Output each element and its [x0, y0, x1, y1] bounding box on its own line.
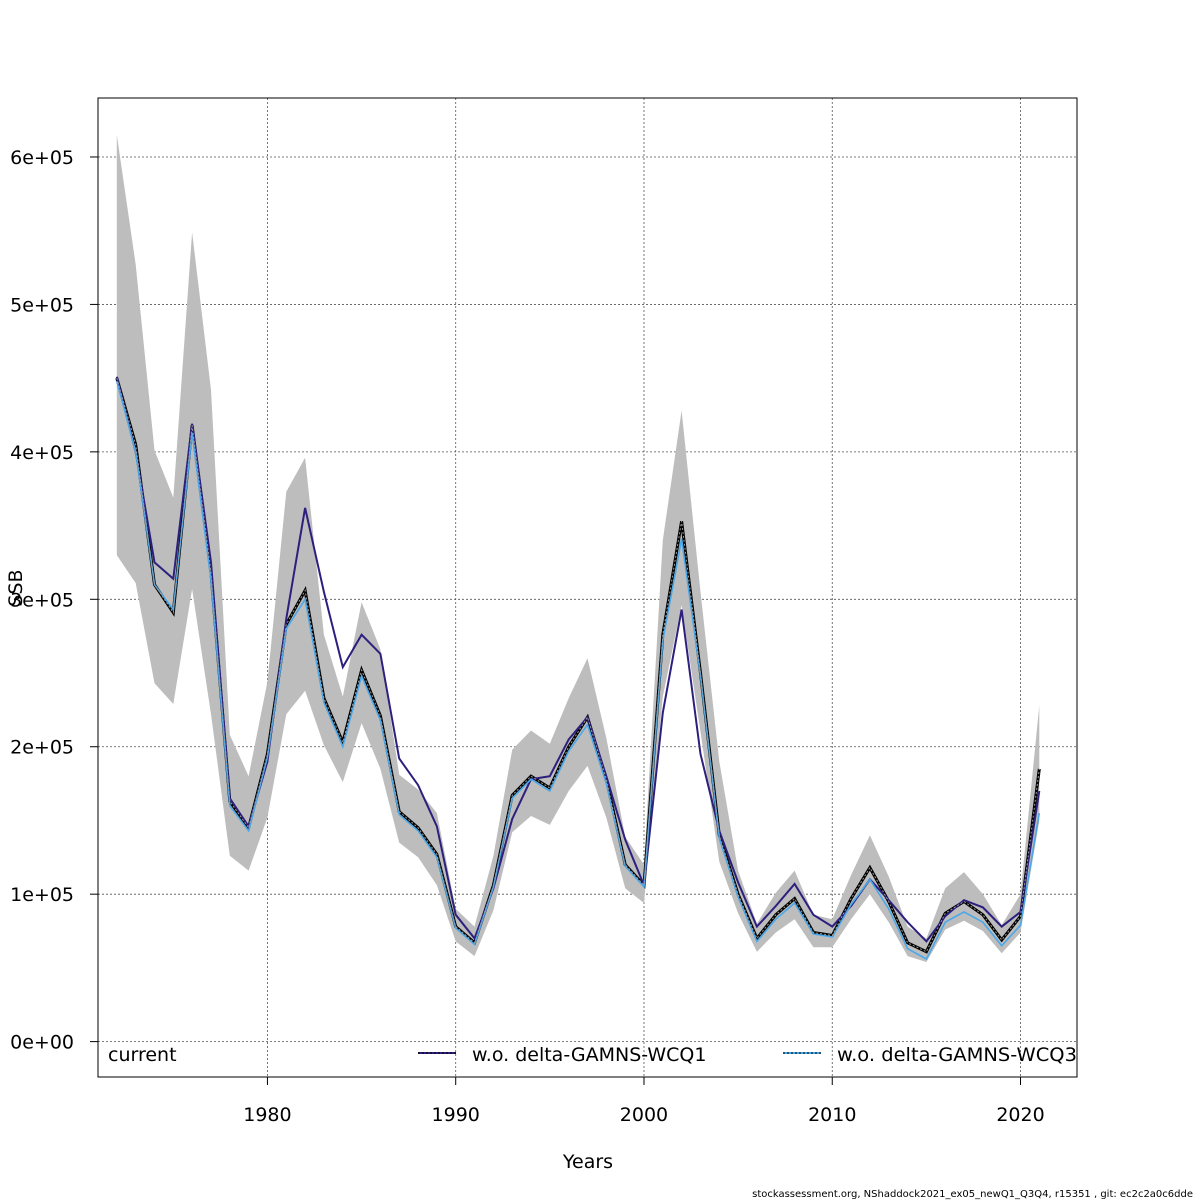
- legend-label-wcq3: w.o. delta-GAMNS-WCQ3: [837, 1044, 1077, 1066]
- ci-band-current: [116, 134, 1040, 962]
- y-tick-label: 5e+05: [10, 294, 74, 316]
- legend-label-wcq1: w.o. delta-GAMNS-WCQ1: [472, 1044, 706, 1066]
- legend: current w.o. delta-GAMNS-WCQ1 w.o. delta…: [108, 1044, 1077, 1066]
- y-tick-label: 1e+05: [10, 884, 74, 906]
- x-axis-title: Years: [562, 1151, 613, 1173]
- x-tick-label: 2020: [996, 1104, 1044, 1126]
- y-tick-label: 6e+05: [10, 147, 74, 169]
- x-tick-label: 1980: [243, 1104, 291, 1126]
- y-tick-label: 4e+05: [10, 442, 74, 464]
- y-tick-label: 3e+05: [10, 589, 74, 611]
- series-line-current: [115, 377, 1041, 954]
- series-line-wcq3: [116, 380, 1041, 961]
- footer-source: stockassessment.org, NShaddock2021_ex05_…: [752, 1189, 1193, 1200]
- series-line-wcq1: [115, 376, 1041, 943]
- series-lines: [115, 376, 1041, 961]
- plot-frame: [97, 97, 1078, 1078]
- x-tick-label: 2000: [620, 1104, 668, 1126]
- y-tick-label: 0e+00: [10, 1032, 74, 1054]
- confidence-band: [116, 134, 1040, 962]
- legend-label-current: current: [108, 1044, 177, 1066]
- y-tick-label: 2e+05: [10, 737, 74, 759]
- x-tick-label: 2010: [808, 1104, 856, 1126]
- y-axis: 0e+00 1e+05 2e+05 3e+05 4e+05 5e+05 6e+05: [10, 147, 98, 1054]
- series-line-current-dots: [116, 377, 1040, 953]
- x-tick-label: 1990: [432, 1104, 480, 1126]
- x-axis: 1980 1990 2000 2010 2020: [243, 1077, 1045, 1126]
- y-axis-title: SSB: [5, 569, 27, 606]
